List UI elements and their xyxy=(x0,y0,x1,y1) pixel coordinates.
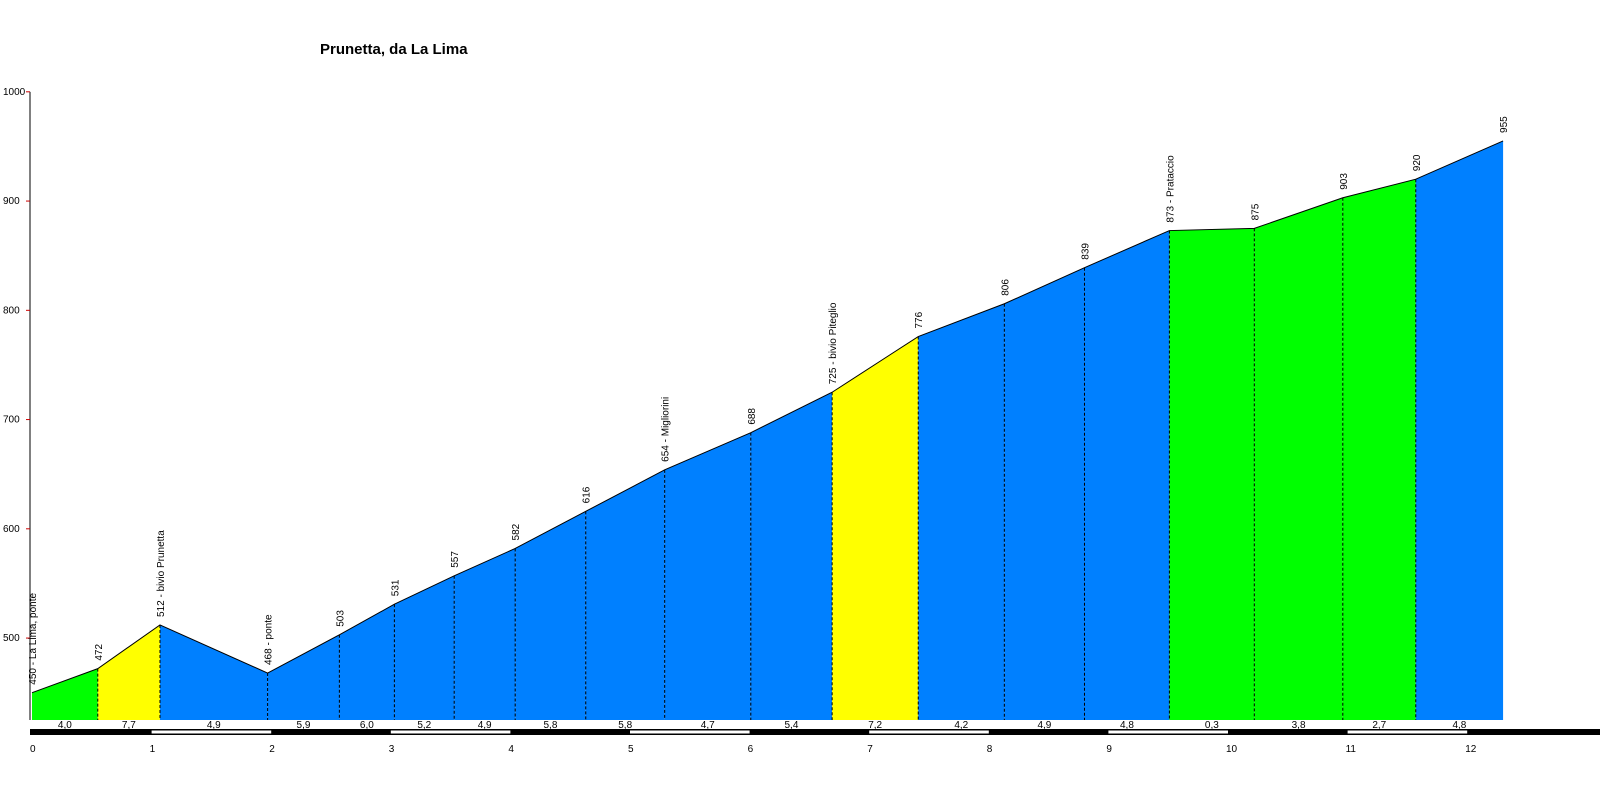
segment-fill xyxy=(832,336,919,720)
profile-path xyxy=(31,140,1504,694)
x-axis: 0 1 2 3 4 5 6 7 8 9 10 11 12 xyxy=(30,729,1600,755)
chart-title: Prunetta, da La Lima xyxy=(320,41,468,58)
x-tick-label: 0 xyxy=(30,744,36,755)
grade-label: 4,9 xyxy=(207,720,221,731)
segment-dividers xyxy=(97,179,1417,720)
y-tick-label: 1000 xyxy=(3,87,26,98)
segment-fill xyxy=(1415,140,1504,721)
x-tick-label: 8 xyxy=(987,744,993,755)
segment-fill xyxy=(394,575,455,720)
x-tick-label: 11 xyxy=(1346,744,1357,755)
x-axis-bar xyxy=(30,729,1600,735)
segment-fill xyxy=(585,469,665,720)
y-axis: 500 600 700 800 900 1000 xyxy=(3,87,31,720)
x-axis-white-stripe xyxy=(869,730,989,734)
segment-fill xyxy=(339,604,395,720)
x-tick-label: 2 xyxy=(269,744,275,755)
grade-label: 3,8 xyxy=(1292,720,1306,731)
segment-fill xyxy=(515,511,586,720)
segment-fill xyxy=(97,624,160,720)
profile-line xyxy=(31,140,1504,694)
grade-label: 4,8 xyxy=(1120,720,1134,731)
point-label: 557 xyxy=(450,551,461,568)
x-axis-white-stripe xyxy=(151,730,272,734)
grade-label: 4,9 xyxy=(1037,720,1051,731)
grade-label: 5,8 xyxy=(618,720,632,731)
point-label: 875 xyxy=(1250,203,1261,220)
grade-label: 4,0 xyxy=(58,720,72,731)
grade-label: 7,7 xyxy=(122,720,136,731)
point-label: 503 xyxy=(335,610,346,627)
grade-label: 5,8 xyxy=(544,720,558,731)
point-label: 920 xyxy=(1412,154,1423,171)
grade-label: 4,9 xyxy=(478,720,492,731)
x-tick-label: 10 xyxy=(1226,744,1238,755)
point-label: 472 xyxy=(94,644,105,661)
y-tick-label: 900 xyxy=(3,196,20,207)
segment-fill xyxy=(267,634,340,720)
segment-fill xyxy=(1169,228,1255,720)
x-axis-white-stripe xyxy=(1108,730,1228,734)
segment-fill xyxy=(750,392,833,720)
point-label: 582 xyxy=(511,523,522,540)
segment-fill xyxy=(1004,267,1085,720)
segment-fill xyxy=(1084,230,1170,720)
point-label: 616 xyxy=(582,486,593,503)
point-label: 839 xyxy=(1080,243,1091,260)
x-axis-white-stripe xyxy=(1347,730,1468,734)
point-label: 955 xyxy=(1499,116,1510,133)
point-label: 450 - La Lima, ponte xyxy=(28,593,39,685)
x-tick-label: 5 xyxy=(628,744,634,755)
x-tick-label: 6 xyxy=(748,744,754,755)
grade-label: 6,0 xyxy=(360,720,374,731)
grade-label: 5,2 xyxy=(417,720,431,731)
grade-label: 0,3 xyxy=(1205,720,1219,731)
segment-fill xyxy=(1254,197,1343,720)
x-tick-label: 12 xyxy=(1465,744,1477,755)
x-tick-label: 3 xyxy=(389,744,395,755)
segment-fill xyxy=(1342,179,1416,720)
grade-label: 2,7 xyxy=(1372,720,1386,731)
grade-label: 4,7 xyxy=(701,720,715,731)
x-tick-label: 9 xyxy=(1106,744,1112,755)
grade-label: 4,2 xyxy=(954,720,968,731)
point-label: 873 - Prataccio xyxy=(1165,155,1176,223)
segment-fills xyxy=(32,140,1504,721)
point-labels: 450 - La Lima, ponte 472 512 - bivio Prune… xyxy=(28,116,1510,685)
x-tick-label: 7 xyxy=(867,744,873,755)
y-tick-label: 500 xyxy=(3,633,20,644)
point-label: 725 - bivio Piteglio xyxy=(828,302,839,384)
point-label: 688 xyxy=(747,408,758,425)
segment-fill xyxy=(32,668,98,720)
grade-label: 4,8 xyxy=(1452,720,1466,731)
x-axis-white-stripe xyxy=(630,730,750,734)
segment-fill xyxy=(918,303,1005,720)
y-tick-label: 700 xyxy=(3,415,20,426)
segment-fill xyxy=(454,548,516,720)
grade-label: 5,4 xyxy=(785,720,799,731)
y-tick-label: 600 xyxy=(3,524,20,535)
point-label: 468 - ponte xyxy=(264,614,275,665)
point-label: 806 xyxy=(1000,279,1011,296)
y-tick-label: 800 xyxy=(3,305,20,316)
grade-labels: 4,0 7,7 4,9 5,9 6,0 5,2 4,9 5,8 5,8 4,7 5,4 7,2 4,2 4… xyxy=(58,720,1467,731)
point-label: 776 xyxy=(914,311,925,328)
point-label: 512 - bivio Prunetta xyxy=(156,530,167,617)
point-label: 531 xyxy=(390,579,401,596)
x-tick-label: 4 xyxy=(508,744,514,755)
segment-fill xyxy=(664,432,751,720)
grade-label: 7,2 xyxy=(868,720,882,731)
point-label: 903 xyxy=(1339,173,1350,190)
segment-fill xyxy=(159,624,268,720)
x-tick-label: 1 xyxy=(150,744,156,755)
grade-label: 5,9 xyxy=(297,720,311,731)
point-label: 654 - Migliorini xyxy=(661,397,672,462)
x-axis-white-stripe xyxy=(390,730,511,734)
